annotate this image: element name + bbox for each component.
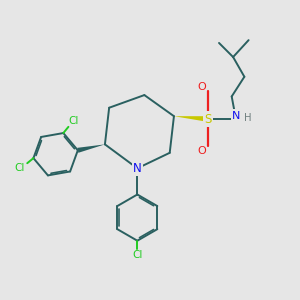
Text: S: S: [204, 112, 212, 125]
Text: Cl: Cl: [132, 250, 142, 260]
Text: N: N: [133, 162, 142, 175]
Text: H: H: [244, 112, 251, 123]
Text: N: N: [232, 111, 241, 121]
Polygon shape: [77, 144, 105, 153]
Text: O: O: [197, 82, 206, 92]
Polygon shape: [174, 116, 208, 122]
Text: Cl: Cl: [15, 163, 25, 173]
Text: Cl: Cl: [68, 116, 78, 126]
Text: O: O: [197, 146, 206, 156]
